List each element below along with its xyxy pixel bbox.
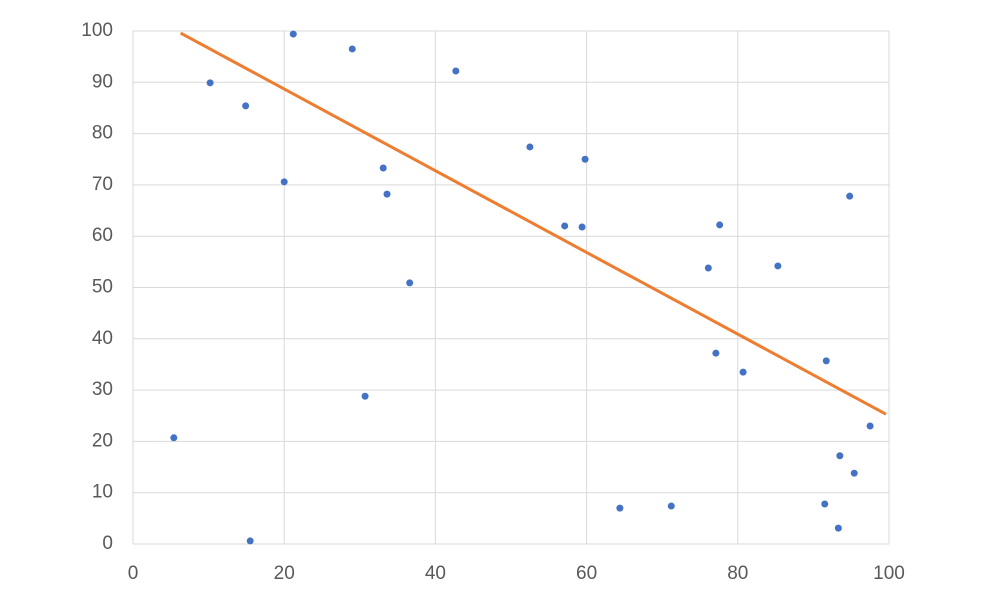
x-tick-label: 20: [274, 563, 295, 584]
point: [822, 357, 830, 365]
point: [361, 392, 369, 400]
y-tick-label: 70: [92, 174, 113, 195]
point: [289, 30, 297, 38]
y-tick-label: 60: [92, 225, 113, 246]
y-tick-label: 50: [92, 277, 113, 298]
y-tick-label: 20: [92, 430, 113, 451]
point: [406, 279, 414, 287]
point: [850, 469, 858, 477]
x-tick-label: 0: [128, 563, 139, 584]
point: [774, 262, 782, 270]
trendline: [179, 31, 887, 416]
point: [561, 222, 569, 230]
point: [866, 422, 874, 430]
point: [739, 368, 747, 376]
x-tick-label: 80: [727, 563, 748, 584]
point: [716, 221, 724, 229]
y-tick-label: 90: [92, 71, 113, 92]
y-tick-label: 10: [92, 482, 113, 503]
y-tick-label: 40: [92, 328, 113, 349]
point: [348, 45, 356, 53]
point: [581, 155, 589, 163]
y-tick-label: 100: [81, 20, 113, 41]
point: [246, 537, 254, 545]
x-tick-label: 60: [576, 563, 597, 584]
point: [206, 79, 214, 87]
x-tick-label: 40: [425, 563, 446, 584]
point: [383, 190, 391, 198]
point: [242, 102, 250, 110]
point: [846, 192, 854, 200]
point: [667, 502, 675, 510]
y-tick-label: 80: [92, 123, 113, 144]
point: [526, 143, 534, 151]
point: [834, 524, 842, 532]
x-tick-label: 100: [873, 563, 905, 584]
point: [280, 178, 288, 186]
point: [836, 452, 844, 460]
y-tick-label: 30: [92, 379, 113, 400]
y-tick-label: 0: [102, 533, 113, 554]
point: [616, 504, 624, 512]
point: [821, 500, 829, 508]
point: [170, 434, 178, 442]
point: [704, 264, 712, 272]
point: [578, 223, 586, 231]
point: [712, 349, 720, 357]
point: [452, 67, 460, 75]
point: [379, 164, 387, 172]
